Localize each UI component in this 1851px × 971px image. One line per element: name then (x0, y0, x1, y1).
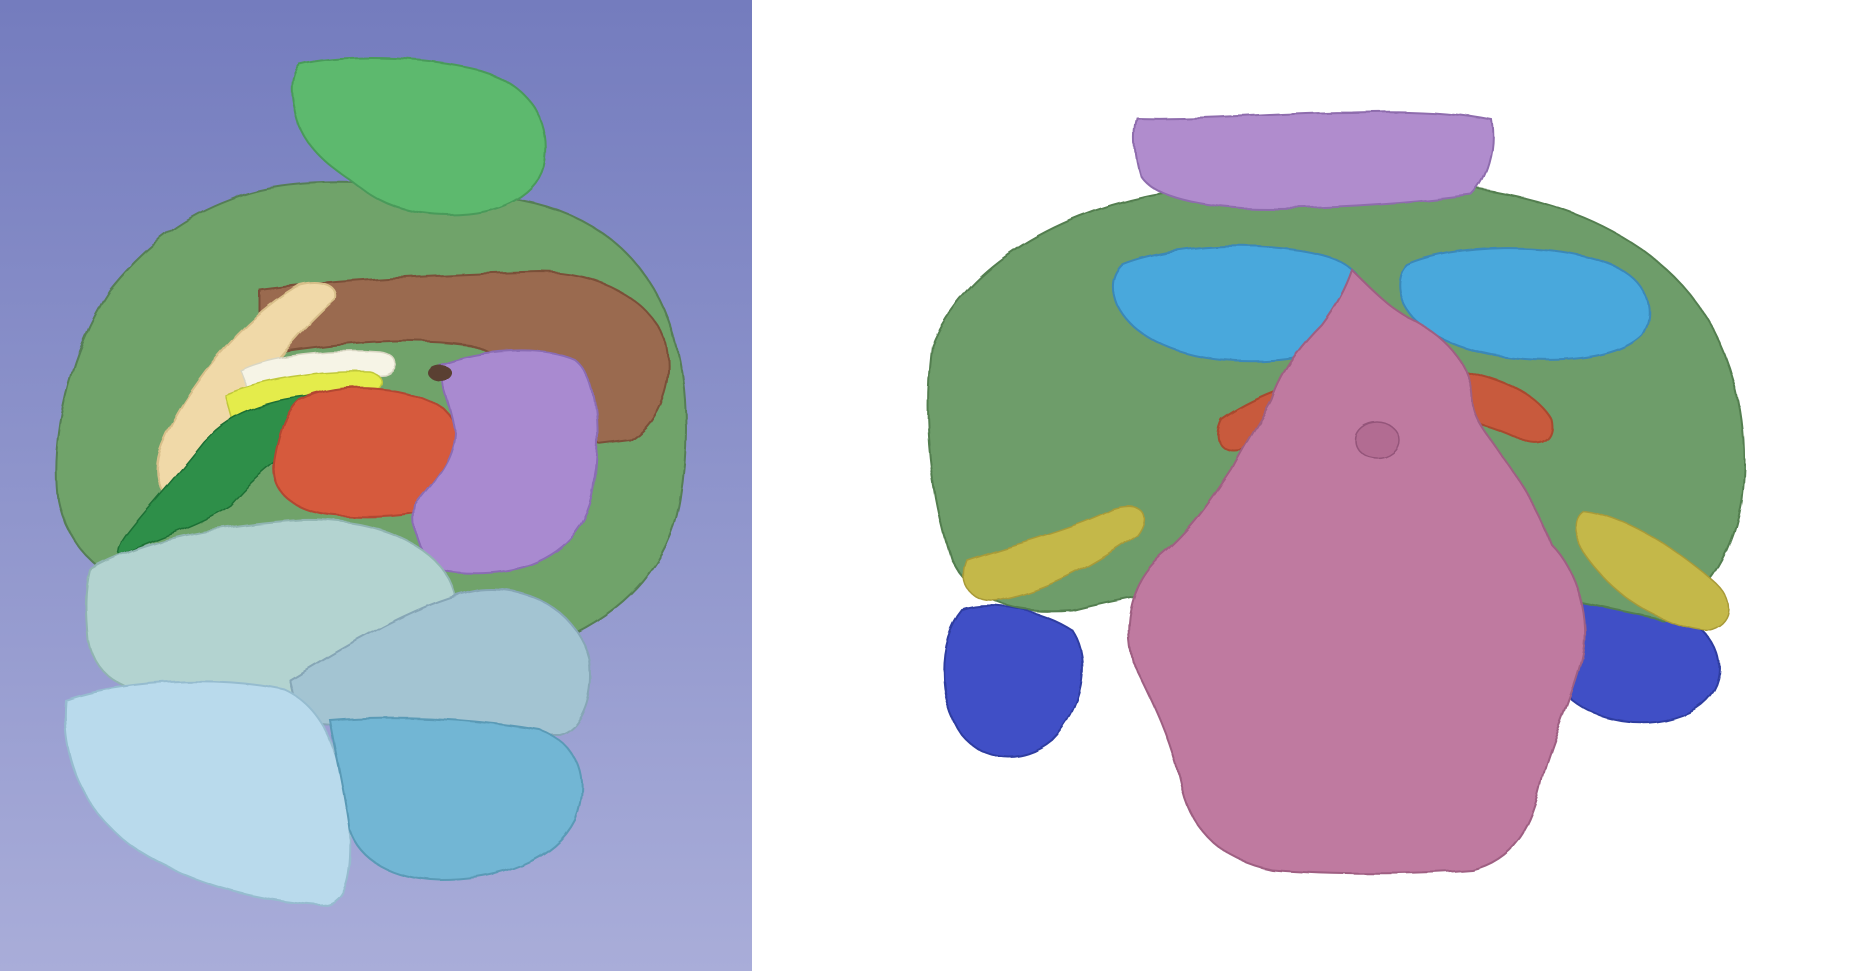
left-top-lobe (291, 57, 547, 217)
right-yellow-edge-left (963, 506, 1145, 602)
right-central-bump (1354, 421, 1400, 459)
left-3d-render-panel (0, 0, 752, 971)
right-render-svg (752, 0, 1851, 971)
right-yellow-edge-right (1574, 509, 1729, 631)
left-render-svg (0, 0, 752, 971)
right-dark-blue-left (942, 605, 1084, 758)
right-pink-central-region (1127, 268, 1587, 875)
left-light-blue-region (63, 680, 352, 907)
right-right-blue-lobe (1398, 247, 1650, 361)
right-3d-render-panel (752, 0, 1851, 971)
right-top-purple-region (1133, 110, 1495, 210)
left-cyan-region (328, 716, 583, 882)
left-purple-region (412, 349, 599, 575)
left-small-hole (428, 365, 452, 381)
